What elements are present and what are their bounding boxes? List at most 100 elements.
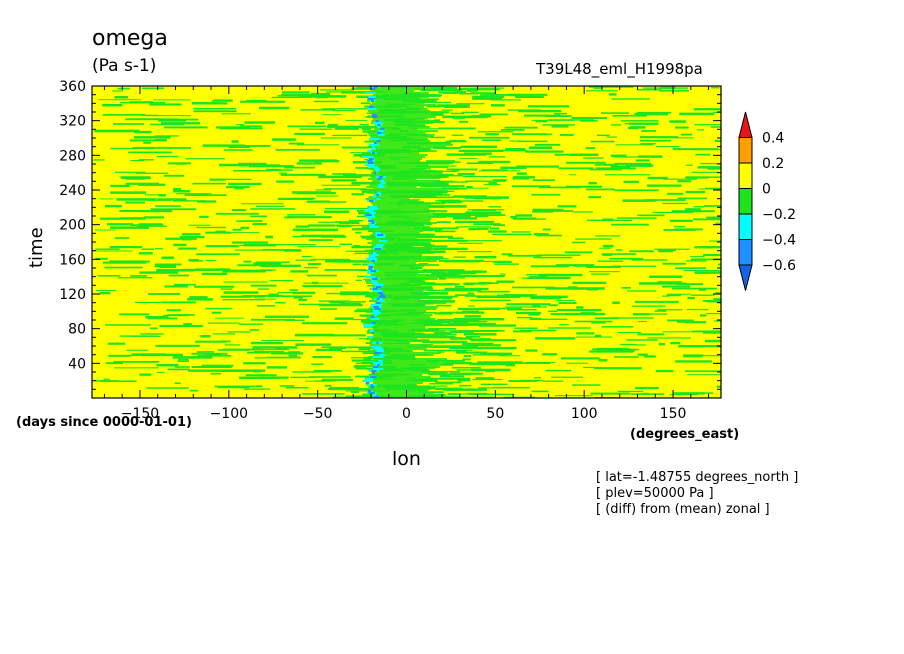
info-line-lat: [ lat=-1.48755 degrees_north ]: [596, 470, 799, 485]
field-streak: [677, 180, 692, 183]
field-streak: [427, 185, 465, 188]
field-streak: [100, 380, 137, 382]
field-streak: [637, 320, 647, 322]
field-streak: [593, 86, 603, 89]
field-streak: [374, 192, 418, 194]
field-streak: [245, 374, 277, 377]
field-streak: [703, 205, 721, 207]
field-streak: [376, 302, 381, 304]
field-streak: [374, 396, 380, 398]
field-streak: [533, 233, 549, 236]
field-streak: [454, 286, 465, 288]
field-streak: [494, 263, 519, 265]
field-streak: [443, 362, 473, 365]
field-streak: [372, 252, 377, 254]
field-streak: [372, 346, 449, 348]
field-streak: [473, 223, 501, 225]
field-streak: [275, 295, 306, 297]
field-streak: [373, 306, 379, 308]
field-streak: [556, 264, 595, 267]
field-streak: [374, 360, 430, 362]
x-tick-label: 0: [402, 406, 411, 422]
field-streak: [634, 112, 669, 116]
field-streak: [640, 143, 656, 145]
field-streak: [465, 336, 480, 338]
field-streak: [420, 185, 432, 188]
field-streak: [591, 321, 606, 324]
field-streak: [632, 313, 650, 316]
field-streak: [243, 243, 277, 247]
field-streak: [371, 346, 382, 348]
field-streak: [142, 87, 164, 90]
field-streak: [365, 164, 375, 166]
field-streak: [295, 343, 332, 346]
field-streak: [666, 294, 681, 297]
field-streak: [620, 120, 659, 122]
field-streak: [662, 295, 670, 297]
field-streak: [113, 123, 144, 125]
field-streak: [512, 217, 537, 219]
field-streak: [174, 382, 181, 384]
field-streak: [438, 199, 452, 202]
field-streak: [351, 87, 378, 90]
field-streak: [315, 121, 325, 125]
field-streak: [674, 225, 686, 228]
field-streak: [113, 361, 160, 363]
field-streak: [372, 152, 376, 154]
field-streak: [368, 208, 430, 210]
field-streak: [331, 224, 375, 227]
field-streak: [566, 161, 606, 164]
field-streak: [259, 106, 290, 110]
x-tick-label: 100: [571, 406, 598, 422]
field-streak: [685, 208, 701, 211]
field-streak: [313, 370, 342, 372]
field-streak: [148, 317, 178, 320]
field-streak: [302, 284, 343, 288]
field-streak: [528, 313, 540, 316]
field-streak: [366, 182, 445, 184]
field-streak: [374, 372, 448, 374]
field-streak: [372, 320, 444, 322]
colorbar-label: 0: [762, 182, 771, 198]
field-streak: [125, 201, 145, 204]
field-streak: [604, 174, 651, 176]
field-streak: [656, 146, 680, 148]
field-streak: [678, 345, 721, 348]
field-streak: [370, 384, 374, 386]
field-streak: [108, 354, 131, 357]
field-streak: [371, 146, 376, 148]
field-streak: [597, 134, 610, 137]
field-streak: [215, 230, 226, 232]
field-streak: [220, 288, 233, 290]
field-streak: [419, 337, 463, 339]
field-streak: [372, 394, 376, 396]
field-streak: [375, 120, 379, 122]
field-streak: [253, 370, 261, 373]
field-streak: [456, 369, 478, 371]
field-streak: [441, 109, 453, 111]
field-streak: [616, 217, 657, 219]
field-streak: [467, 89, 478, 92]
field-streak: [205, 245, 239, 248]
field-streak: [173, 283, 196, 286]
field-streak: [321, 346, 367, 349]
field-streak: [429, 383, 454, 385]
field-streak: [354, 365, 373, 367]
field-streak: [292, 371, 331, 373]
field-streak: [536, 254, 581, 256]
field-streak: [371, 314, 433, 316]
field-streak: [444, 277, 466, 279]
field-streak: [657, 309, 683, 311]
field-streak: [372, 390, 427, 392]
field-streak: [369, 88, 431, 90]
field-streak: [379, 354, 386, 356]
field-streak: [371, 258, 441, 260]
field-streak: [690, 256, 705, 258]
field-streak: [610, 165, 631, 168]
field-streak: [366, 282, 435, 284]
field-streak: [436, 104, 470, 107]
field-streak: [255, 261, 290, 264]
field-streak: [670, 342, 681, 345]
field-streak: [462, 372, 476, 375]
field-streak: [409, 202, 446, 205]
